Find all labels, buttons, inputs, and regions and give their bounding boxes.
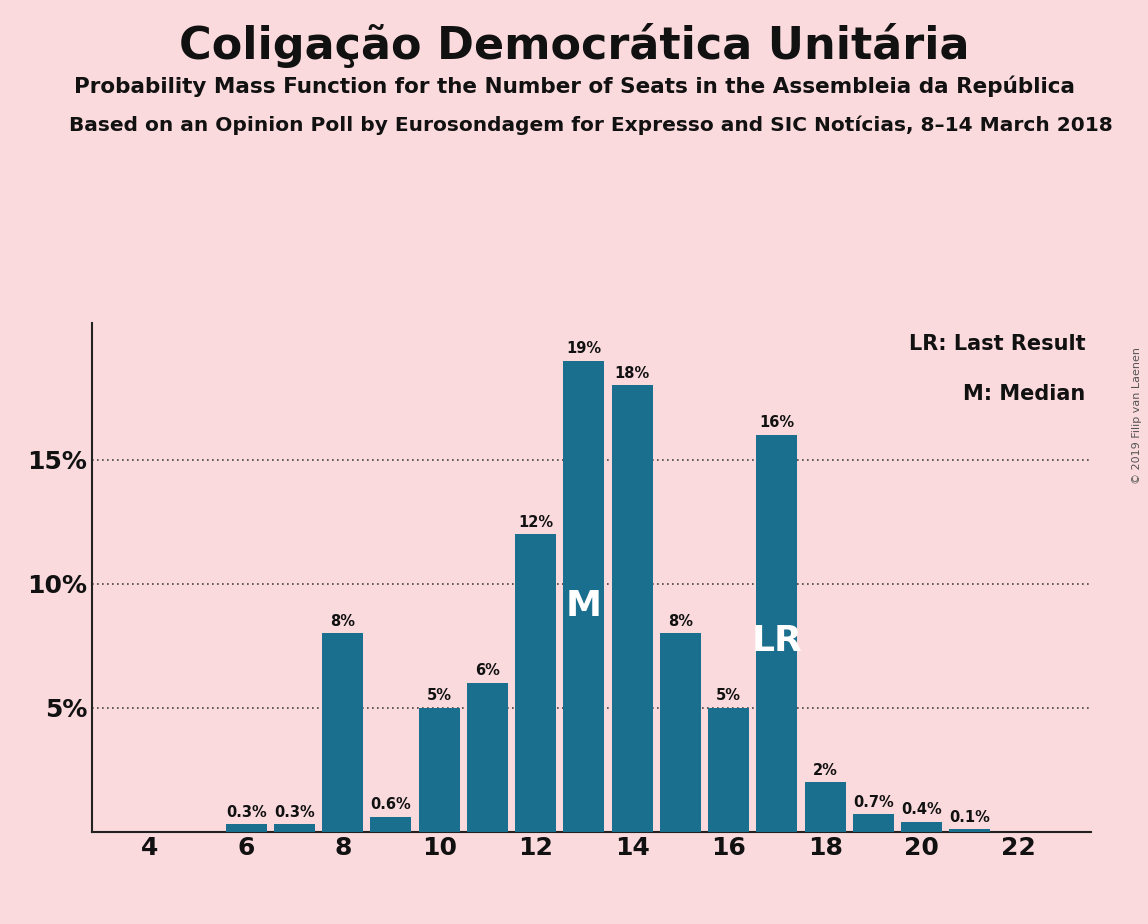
Text: Coligação Democrática Unitária: Coligação Democrática Unitária [179,23,969,68]
Text: 18%: 18% [614,366,650,381]
Text: 19%: 19% [566,341,602,356]
Text: 0.3%: 0.3% [274,805,315,820]
Bar [564,360,605,832]
Bar [660,633,701,832]
Text: 12%: 12% [518,515,553,529]
Bar [612,385,653,832]
Text: © 2019 Filip van Laenen: © 2019 Filip van Laenen [1132,347,1142,484]
Text: Based on an Opinion Poll by Eurosondagem for Expresso and SIC Notícias, 8–14 Mar: Based on an Opinion Poll by Eurosondagem… [69,116,1112,135]
Text: 0.3%: 0.3% [226,805,266,820]
Bar [226,824,266,832]
Bar [467,683,507,832]
Text: 8%: 8% [668,614,693,629]
Bar [901,821,943,832]
Bar [853,814,894,832]
Text: Probability Mass Function for the Number of Seats in the Assembleia da República: Probability Mass Function for the Number… [73,76,1075,97]
Text: 0.1%: 0.1% [949,809,991,824]
Bar [419,708,459,832]
Bar [515,534,557,832]
Text: 2%: 2% [813,762,838,778]
Text: 0.6%: 0.6% [371,797,411,812]
Bar [708,708,750,832]
Text: 16%: 16% [760,416,794,431]
Bar [371,817,411,832]
Text: 8%: 8% [331,614,355,629]
Bar [757,435,798,832]
Bar [949,829,991,832]
Text: 0.4%: 0.4% [901,802,943,817]
Text: LR: LR [752,625,802,658]
Bar [323,633,363,832]
Text: M: M [566,589,602,623]
Bar [805,782,846,832]
Text: 6%: 6% [475,663,499,678]
Text: 0.7%: 0.7% [853,795,894,809]
Text: 5%: 5% [716,688,742,703]
Bar [274,824,315,832]
Text: LR: Last Result: LR: Last Result [909,334,1086,354]
Text: 5%: 5% [427,688,451,703]
Text: M: Median: M: Median [963,384,1086,405]
